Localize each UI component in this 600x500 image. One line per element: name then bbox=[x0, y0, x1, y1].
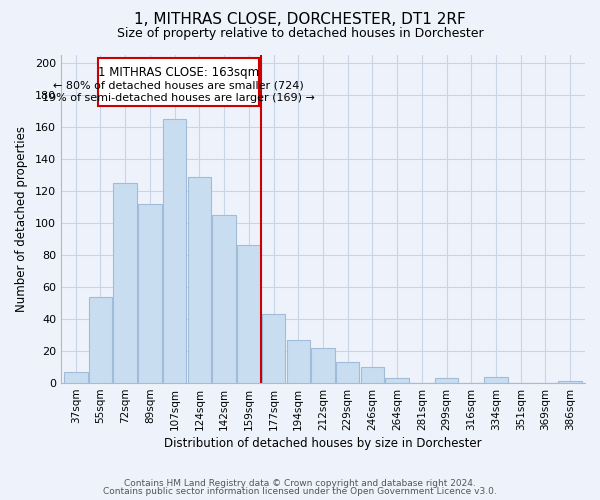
Bar bbox=[113, 183, 137, 383]
Bar bbox=[311, 348, 335, 383]
Text: Contains HM Land Registry data © Crown copyright and database right 2024.: Contains HM Land Registry data © Crown c… bbox=[124, 478, 476, 488]
Bar bbox=[188, 176, 211, 383]
Bar bbox=[287, 340, 310, 383]
Bar bbox=[484, 376, 508, 383]
FancyBboxPatch shape bbox=[98, 58, 259, 106]
Bar bbox=[163, 119, 187, 383]
Bar bbox=[138, 204, 161, 383]
Bar bbox=[435, 378, 458, 383]
Text: ← 80% of detached houses are smaller (724): ← 80% of detached houses are smaller (72… bbox=[53, 80, 304, 90]
X-axis label: Distribution of detached houses by size in Dorchester: Distribution of detached houses by size … bbox=[164, 437, 482, 450]
Text: 1 MITHRAS CLOSE: 163sqm: 1 MITHRAS CLOSE: 163sqm bbox=[98, 66, 259, 79]
Bar bbox=[336, 362, 359, 383]
Bar bbox=[559, 382, 582, 383]
Bar bbox=[361, 367, 384, 383]
Bar bbox=[385, 378, 409, 383]
Text: 19% of semi-detached houses are larger (169) →: 19% of semi-detached houses are larger (… bbox=[42, 94, 315, 104]
Bar bbox=[237, 246, 260, 383]
Bar bbox=[212, 215, 236, 383]
Bar bbox=[64, 372, 88, 383]
Text: Size of property relative to detached houses in Dorchester: Size of property relative to detached ho… bbox=[116, 28, 484, 40]
Bar bbox=[262, 314, 285, 383]
Text: Contains public sector information licensed under the Open Government Licence v3: Contains public sector information licen… bbox=[103, 487, 497, 496]
Bar bbox=[89, 296, 112, 383]
Text: 1, MITHRAS CLOSE, DORCHESTER, DT1 2RF: 1, MITHRAS CLOSE, DORCHESTER, DT1 2RF bbox=[134, 12, 466, 28]
Y-axis label: Number of detached properties: Number of detached properties bbox=[15, 126, 28, 312]
